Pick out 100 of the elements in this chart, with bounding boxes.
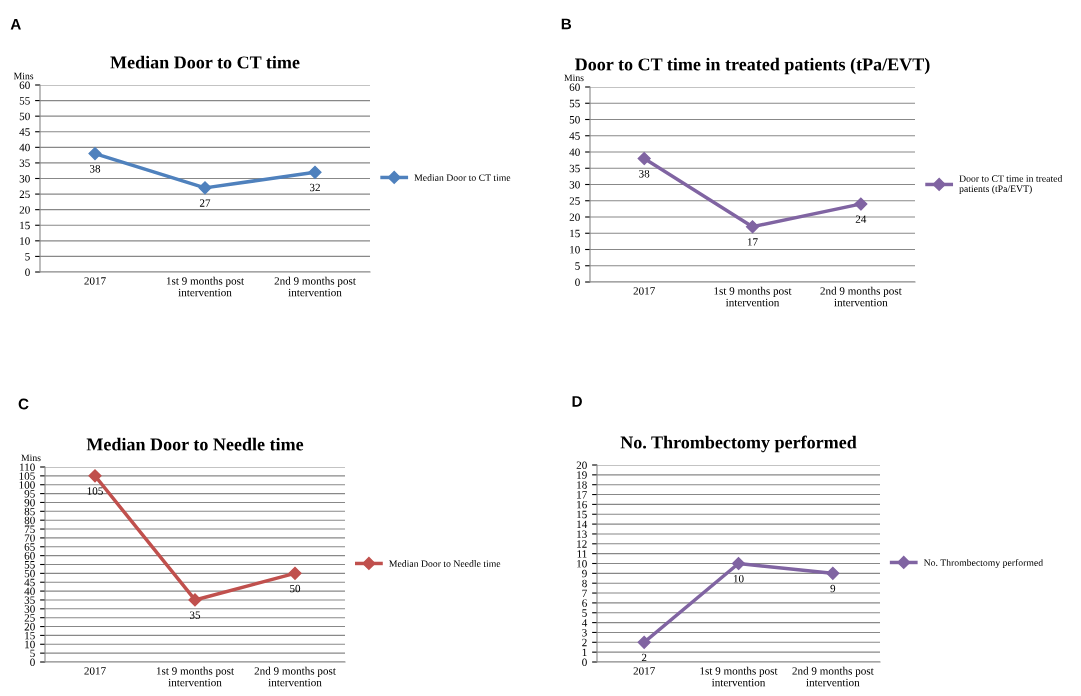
x-tick-label: 2nd 9 months post intervention [274,276,356,297]
x-tick-label: 2017 [633,287,655,295]
y-tick-label: 25 [569,197,580,205]
y-tick-label: 10 [20,237,30,245]
y-tick-label: 2 [582,638,587,647]
y-tick-label: 6 [582,599,587,607]
y-tick-label: 105 [19,472,35,480]
y-tick-label: 110 [20,463,35,471]
point [88,469,102,483]
data-label: 35 [189,611,201,619]
y-tick-label: 0 [582,658,587,666]
y-tick-label: 15 [570,229,580,238]
y-tick-label: 15 [577,510,587,519]
y-tick-label: 1 [582,648,587,657]
y-axis-title: Mins [564,74,584,82]
y-tick-label: 25 [24,614,35,622]
y-tick-label: 55 [19,97,30,105]
x-tick-label: 2nd 9 months post intervention [792,666,874,687]
y-tick-label: 50 [19,112,30,121]
y-tick-label: 0 [575,278,580,286]
x-tick-label: 1st 9 months post intervention [700,666,778,687]
y-tick-label: 70 [24,534,35,542]
y-tick-label: 25 [19,190,30,199]
y-tick-label: 80 [24,516,35,525]
y-tick-label: 75 [24,525,35,534]
data-label: 24 [855,215,867,223]
y-tick-label: 45 [19,128,30,136]
y-axis-title: Mins [13,72,34,80]
y-tick-label: 18 [577,481,587,489]
y-tick-label: 3 [582,628,587,637]
y-tick-label: 9 [582,569,587,578]
x-tick-label: 2017 [84,277,106,285]
point [288,566,302,580]
y-tick-label: 90 [24,498,35,507]
y-tick-label: 16 [577,500,587,509]
y-tick-label: 30 [569,180,580,189]
y-tick-label: 40 [19,143,30,152]
y-tick-label: 35 [19,159,30,167]
y-tick-label: 10 [25,640,35,649]
data-label: 27 [199,199,211,207]
legend-label: Median Door to Needle time [389,560,501,567]
x-tick-label: 2017 [633,667,655,675]
point [854,197,868,211]
y-tick-label: 20 [576,461,587,469]
y-tick-label: 15 [25,631,35,640]
legend-label: Door to CT time in treated patients (tPa/EVT) [959,175,1063,194]
y-tick-label: 0 [30,658,35,666]
point [745,220,760,234]
data-label: 10 [733,574,744,583]
y-tick-label: 13 [577,530,587,538]
text: C [18,398,29,410]
y-tick-label: 8 [582,579,587,588]
data-label: 9 [830,584,836,593]
y-tick-label: 50 [24,569,35,578]
y-tick-label: 10 [577,559,587,568]
chart-title: Door to CT time in treated patients (tPa/EVT) [575,57,930,75]
x-tick-label: 2017 [84,667,106,675]
y-tick-label: 10 [570,245,580,254]
y-tick-label: 40 [569,148,580,156]
point [88,146,102,161]
y-tick-label: 15 [20,221,30,230]
y-tick-label: 30 [19,174,30,183]
y-tick-label: 35 [24,596,35,604]
y-tick-label: 50 [569,115,580,124]
text: B [561,18,572,30]
y-tick-label: 100 [19,481,35,489]
y-tick-label: 60 [24,552,35,560]
y-tick-label: 7 [582,589,587,597]
chart-title: Median Door to Needle time [86,437,304,451]
y-tick-label: 35 [569,164,580,173]
data-label: 50 [290,584,301,593]
point [198,181,212,195]
y-tick-label: 20 [569,213,580,221]
data-label: 38 [89,165,101,173]
y-tick-label: 45 [569,132,580,140]
data-label: 38 [639,169,650,178]
data-label: 2 [641,653,647,662]
data-label: 17 [747,238,758,246]
y-tick-label: 30 [24,605,35,613]
text: D [572,396,582,407]
text: A [10,18,21,30]
legend-label: Median Door to CT time [414,174,511,181]
y-tick-label: 55 [569,99,580,108]
y-tick-label: 5 [582,609,587,617]
point [308,165,322,179]
y-tick-label: 4 [581,619,588,627]
data-label: 105 [87,487,103,495]
x-tick-label: 2nd 9 months post intervention [820,286,902,307]
y-tick-label: 17 [577,491,587,499]
chart-title: Median Door to CT time [110,55,300,69]
point [731,556,746,571]
y-axis-title: Mins [21,454,41,462]
y-tick-label: 20 [24,623,35,631]
y-tick-label: 60 [19,81,30,89]
point [188,593,202,607]
y-tick-label: 0 [25,268,30,276]
y-tick-label: 45 [24,578,35,587]
x-tick-label: 2nd 9 months post intervention [254,666,336,687]
y-tick-label: 14 [577,520,588,528]
point [826,566,840,580]
